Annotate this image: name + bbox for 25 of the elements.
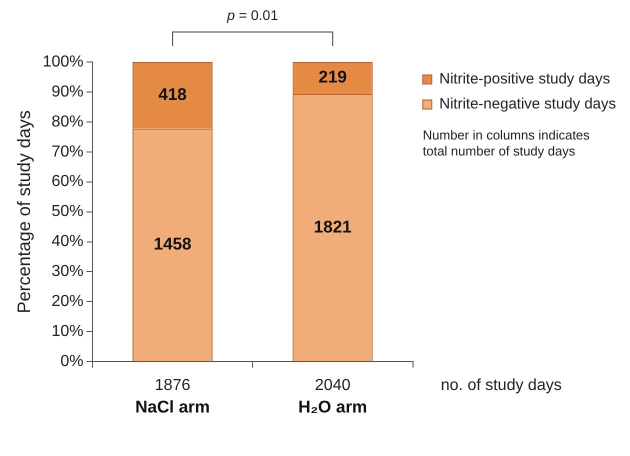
y-tick-label: 60% bbox=[51, 173, 84, 190]
x-tick-label: H₂O arm bbox=[298, 397, 368, 416]
legend-label: Nitrite-positive study days bbox=[439, 70, 610, 88]
y-tick-label: 0% bbox=[60, 353, 84, 370]
annotation: 418 bbox=[158, 85, 187, 104]
legend-label: Nitrite-negative study days bbox=[439, 96, 616, 113]
y-tick-label: 70% bbox=[51, 143, 84, 160]
y-tick-label: 20% bbox=[51, 293, 84, 310]
text: no. of study days bbox=[440, 377, 562, 394]
text: 2040 bbox=[314, 377, 351, 394]
y-tick-label: 10% bbox=[51, 323, 84, 340]
annotation: 1821 bbox=[314, 217, 352, 236]
y-axis-title: Percentage of study days bbox=[14, 110, 34, 314]
y-tick-label: 40% bbox=[51, 233, 84, 250]
y-tick-label: 50% bbox=[51, 203, 84, 220]
y-tick-label: 80% bbox=[51, 113, 84, 130]
x-tick-label: NaCl arm bbox=[135, 397, 210, 416]
annotation: 1458 bbox=[154, 234, 192, 254]
annotation: 219 bbox=[318, 68, 347, 87]
y-tick-label: 100% bbox=[42, 53, 84, 70]
y-tick-label: 30% bbox=[51, 263, 84, 280]
text: 1876 bbox=[154, 377, 190, 394]
text: p = 0.01 bbox=[226, 6, 278, 23]
text: Number in columns indicates total number of study days bbox=[422, 128, 590, 159]
y-tick-label: 90% bbox=[51, 83, 84, 100]
